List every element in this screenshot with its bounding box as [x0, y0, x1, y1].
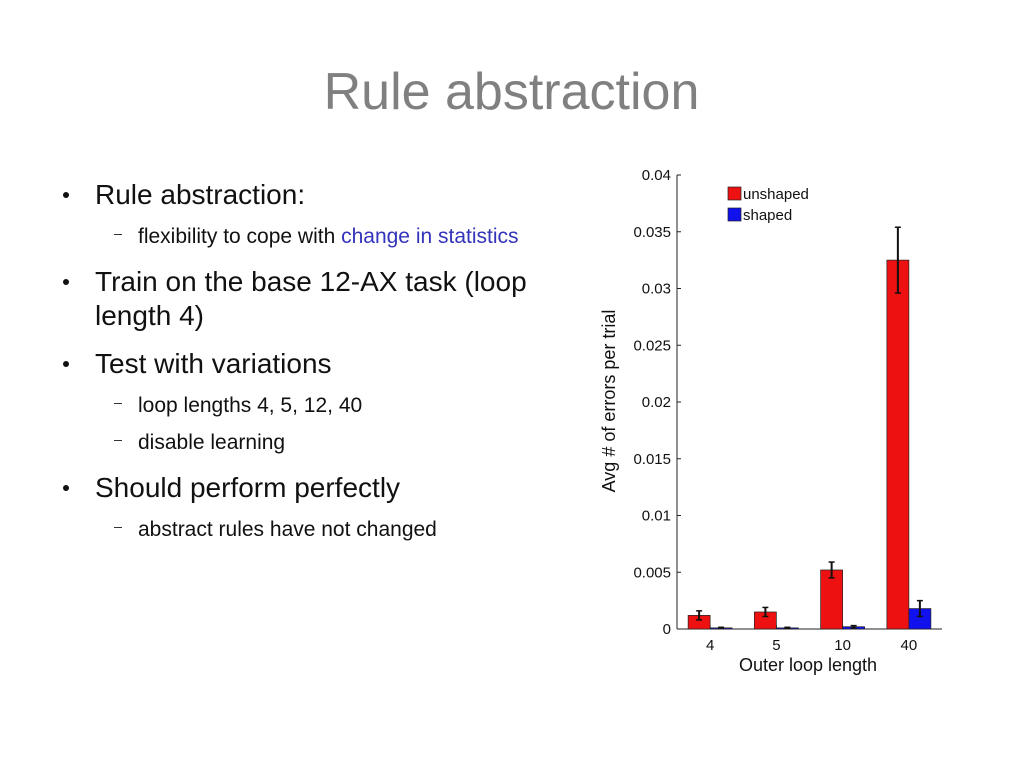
dash-icon [114, 440, 122, 441]
x-tick-label: 40 [901, 637, 918, 654]
legend-swatch-unshaped [727, 186, 742, 201]
y-tick-label: 0.04 [642, 167, 671, 184]
chart-bars [687, 226, 932, 630]
bullet-dot-icon [63, 192, 69, 198]
sub-item: disable learning [95, 428, 540, 457]
bullet-item: Train on the base 12-AX task (loop lengt… [60, 265, 540, 333]
y-tick-label: 0.02 [642, 394, 671, 411]
y-tick-label: 0.005 [633, 564, 671, 581]
bullet-item: Test with variations loop lengths 4, 5, … [60, 347, 540, 457]
bullet-dot-icon [63, 361, 69, 367]
dash-icon [114, 527, 122, 528]
sub-item: loop lengths 4, 5, 12, 40 [95, 391, 540, 420]
x-axis-label: Outer loop length [739, 655, 877, 675]
legend-label-shaped: shaped [743, 207, 792, 224]
chart-axes: 0 0.005 0.01 0.015 0.02 0.025 0.03 0.035 0.04 4 5 1… [633, 167, 942, 654]
sub-item: flexibility to cope with change in stati… [95, 222, 540, 251]
y-axis-label: Avg # of errors per trial [599, 310, 619, 493]
y-tick-label: 0.025 [633, 337, 671, 354]
y-tick-label: 0.015 [633, 451, 671, 468]
y-tick-label: 0.035 [633, 224, 671, 241]
bullet-text: Rule abstraction: [95, 179, 306, 210]
slide-title: Rule abstraction [323, 63, 700, 121]
sub-text: disable learning [138, 431, 286, 454]
y-tick-label: 0.01 [642, 508, 671, 525]
x-tick-label: 5 [772, 637, 780, 654]
x-tick-label: 10 [834, 637, 851, 654]
bullet-text: Train on the base 12-AX task (loop lengt… [95, 266, 527, 331]
chart-legend: unshaped shaped [727, 186, 809, 224]
bar-chart: 0 0.005 0.01 0.015 0.02 0.025 0.03 0.035 0.04 4 5 1… [599, 167, 942, 675]
dash-icon [114, 403, 122, 404]
dash-icon [114, 234, 122, 235]
y-tick-label: 0 [663, 621, 671, 638]
legend-label-unshaped: unshaped [743, 186, 809, 203]
sub-text: abstract rules have not changed [138, 518, 437, 541]
bullet-dot-icon [63, 279, 69, 285]
bullet-item: Rule abstraction: flexibility to cope wi… [60, 178, 540, 251]
bullet-item: Should perform perfectly abstract rules … [60, 471, 540, 544]
bullet-dot-icon [63, 485, 69, 491]
y-tick-label: 0.03 [642, 281, 671, 298]
sub-list: flexibility to cope with change in stati… [95, 222, 540, 251]
legend-swatch-shaped [727, 207, 742, 222]
bar-unshaped [820, 569, 843, 630]
sub-list: loop lengths 4, 5, 12, 40 disable learni… [95, 391, 540, 457]
sub-list: abstract rules have not changed [95, 515, 540, 544]
bullet-text: Should perform perfectly [95, 472, 401, 503]
sub-text-part: flexibility to cope with [138, 225, 342, 248]
x-tick-label: 4 [706, 637, 714, 654]
sub-text: flexibility to cope with change in stati… [138, 222, 540, 251]
bullet-list: Rule abstraction: flexibility to cope wi… [60, 178, 540, 558]
sub-text: loop lengths 4, 5, 12, 40 [138, 394, 363, 417]
bar-unshaped [886, 259, 910, 630]
sub-item: abstract rules have not changed [95, 515, 540, 544]
sub-text-accent: change in statistics [341, 225, 519, 248]
bullet-text: Test with variations [95, 348, 332, 379]
